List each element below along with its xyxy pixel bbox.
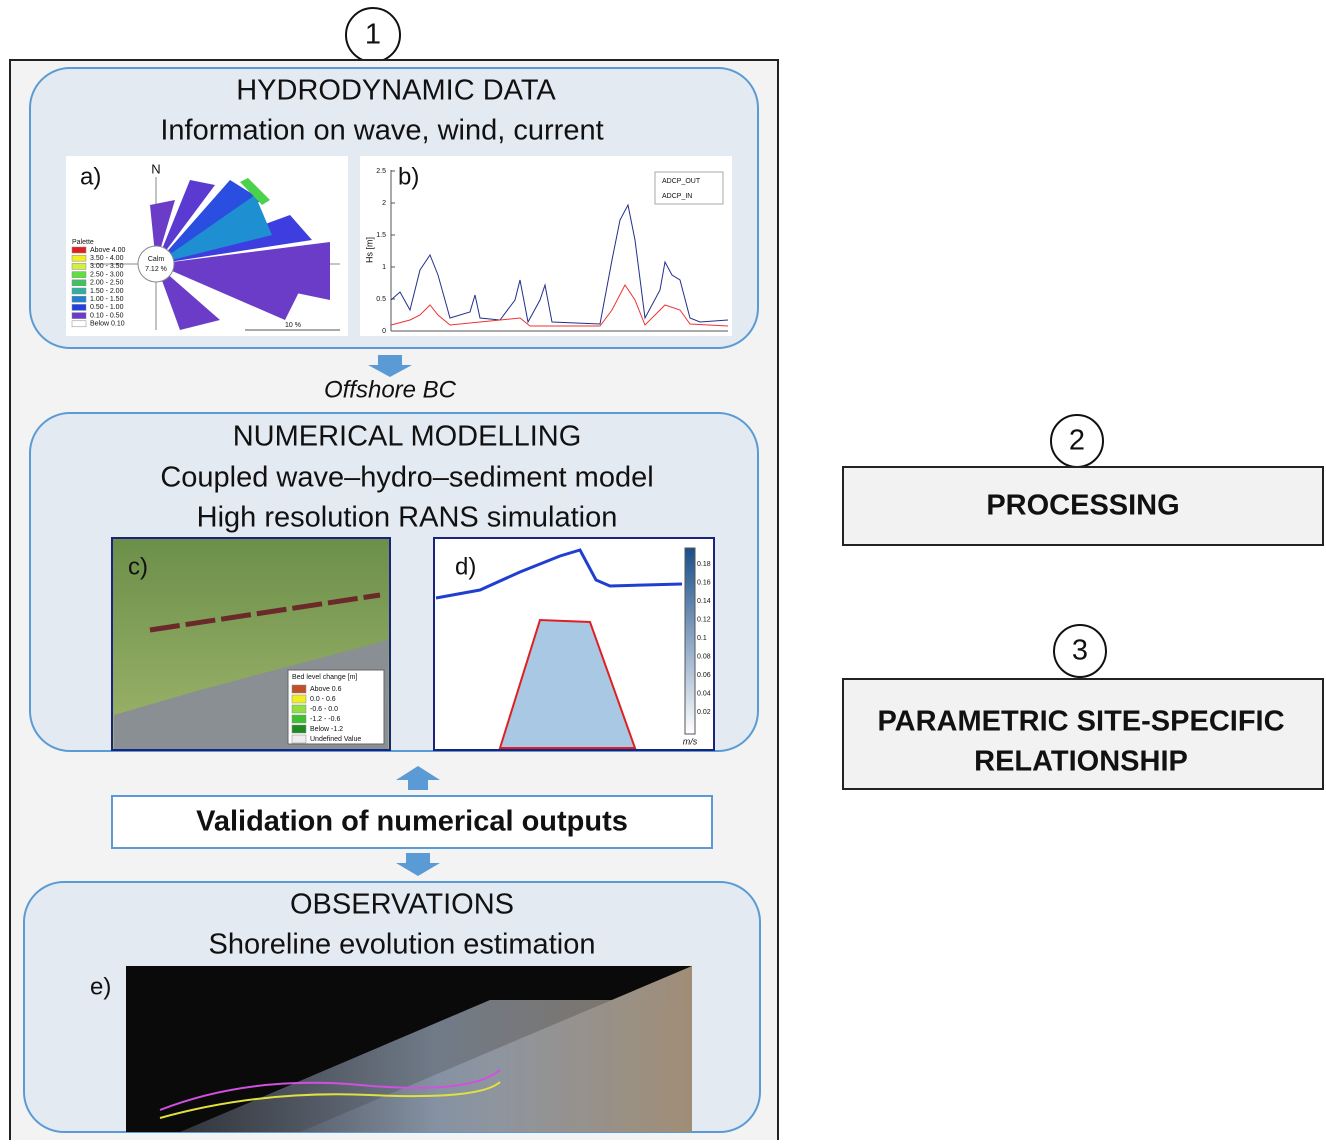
y-axis-label: Hs [m] [364, 237, 374, 263]
legend-swatch [71, 312, 87, 319]
north-label: N [151, 161, 160, 176]
step-number: 3 [1072, 635, 1088, 667]
validation-label: Validation of numerical outputs [196, 806, 628, 838]
legend-entry: ADCP_OUT [662, 178, 701, 185]
legend-swatch [71, 279, 87, 287]
colorbar-label: 0.06 [697, 672, 711, 679]
legend-entry: 0.0 - 0.6 [310, 696, 336, 703]
colorbar-label: 0.08 [697, 653, 711, 660]
panel-label: e) [90, 973, 111, 1000]
legend-entry: Below 0.10 [90, 321, 125, 328]
palette-title: Palette [72, 239, 94, 246]
structure [498, 618, 637, 749]
section-line: High resolution RANS simulation [197, 502, 618, 534]
step-label: PARAMETRIC SITE-SPECIFIC [877, 706, 1284, 738]
legend-swatch [291, 704, 307, 714]
step-box [842, 678, 1324, 790]
y-tick-label: 1 [382, 264, 386, 271]
colorbar-label: 0.16 [697, 579, 711, 586]
step-box [842, 466, 1324, 546]
legend-entry: 0.50 - 1.00 [90, 304, 124, 311]
colorbar-label: 0.18 [697, 561, 711, 568]
legend-swatch [71, 304, 87, 311]
panel-label: b) [398, 163, 419, 190]
photo [180, 1000, 692, 1132]
legend-entry: 0.10 - 0.50 [90, 312, 124, 319]
legend-swatch [71, 320, 87, 328]
y-tick-label: 0.5 [376, 296, 386, 303]
legend-swatch [71, 246, 87, 254]
series-line [390, 284, 729, 327]
step-label: RELATIONSHIP [974, 746, 1188, 778]
y-tick-label: 0 [382, 328, 386, 335]
legend-entry: 1.00 - 1.50 [90, 296, 124, 303]
legend-swatch [291, 694, 307, 704]
validation-box [111, 795, 713, 849]
legend-entry: Undefined Value [310, 736, 361, 743]
section-title: HYDRODYNAMIC DATA [236, 75, 556, 107]
legend-entry: 1.50 - 2.00 [90, 288, 124, 295]
arrow [396, 853, 440, 876]
legend-entry: -1.2 - -0.6 [310, 716, 340, 723]
section-subtitle: Information on wave, wind, current [160, 115, 603, 147]
legend-swatch [291, 714, 307, 724]
legend-swatch [291, 734, 307, 744]
legend-swatch [71, 295, 87, 303]
colorbar-label: 0.14 [697, 598, 711, 605]
step-label: PROCESSING [986, 490, 1179, 522]
legend-entry: ADCP_IN [662, 193, 692, 200]
section-line: Coupled wave–hydro–sediment model [160, 462, 653, 494]
arrow [368, 355, 412, 377]
legend-entry: 3.00 - 3.50 [90, 263, 124, 270]
shoreline [159, 1069, 501, 1111]
colorbar [684, 547, 696, 735]
legend-swatch [291, 684, 307, 694]
legend-entry: 2.50 - 3.00 [90, 271, 124, 278]
colorbar-label: 0.1 [697, 635, 707, 642]
panel-label: c) [128, 553, 148, 580]
bed-change [149, 592, 381, 633]
legend-swatch [71, 271, 87, 278]
legend-title: Bed level change [m] [292, 674, 357, 681]
calm-label: Calm [148, 256, 165, 263]
section-subtitle: Shoreline evolution estimation [209, 929, 596, 961]
section-title: NUMERICAL MODELLING [233, 421, 582, 453]
shoreline [159, 1081, 501, 1119]
legend-swatch [71, 254, 87, 262]
calm-value: 7.12 % [145, 266, 167, 273]
step-circle [1053, 624, 1107, 678]
y-tick-label: 2.5 [376, 168, 386, 175]
legend-swatch [71, 287, 87, 295]
colorbar-label: 0.04 [697, 690, 711, 697]
legend-entry: 2.00 - 2.50 [90, 280, 124, 287]
free-surface [435, 548, 683, 600]
legend-swatch [71, 263, 87, 270]
section-title: OBSERVATIONS [290, 889, 514, 921]
legend-entry: 3.50 - 4.00 [90, 255, 124, 262]
panel-label: d) [455, 553, 476, 580]
legend-box [654, 171, 724, 205]
panel-label: a) [80, 163, 101, 190]
colorbar-label: 0.02 [697, 709, 711, 716]
legend-entry: -0.6 - 0.0 [310, 706, 338, 713]
legend-entry: Above 4.00 [90, 247, 126, 254]
y-tick-label: 2 [382, 200, 386, 207]
series-line [390, 203, 729, 325]
legend-entry: Above 0.6 [310, 686, 342, 693]
unit-label: m/s [683, 736, 698, 746]
step-number: 1 [365, 19, 381, 51]
y-tick-label: 1.5 [376, 232, 386, 239]
colorbar-label: 0.12 [697, 616, 711, 623]
legend-entry: Below -1.2 [310, 726, 343, 733]
scale-label: 10 % [285, 322, 301, 329]
step-number: 2 [1069, 425, 1085, 457]
wind-rose [137, 178, 330, 330]
arrow [396, 766, 440, 790]
arrow-label: Offshore BC [324, 376, 457, 403]
legend-swatch [291, 724, 307, 734]
